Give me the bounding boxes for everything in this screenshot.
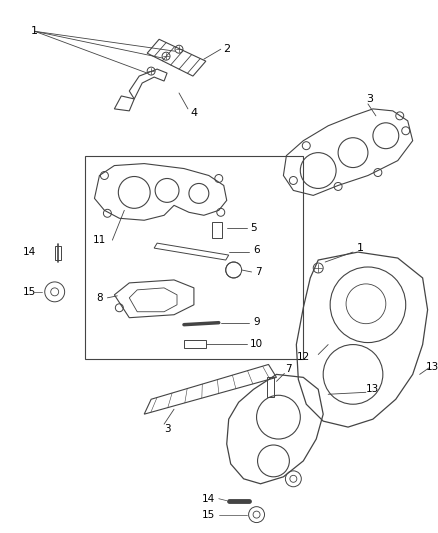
Text: 15: 15 [202,510,215,520]
Text: 5: 5 [250,223,256,233]
Text: 7: 7 [254,267,261,277]
Bar [55,246,60,260]
Text: 1: 1 [31,26,38,36]
Text: 15: 15 [23,287,36,297]
Text: 4: 4 [190,108,197,118]
Text: 3: 3 [163,424,170,434]
Text: 14: 14 [202,494,215,504]
Text: 11: 11 [92,235,106,245]
Text: 8: 8 [96,293,102,303]
Text: 1: 1 [356,243,363,253]
Bar [211,222,221,238]
Text: 2: 2 [223,44,230,54]
Text: 6: 6 [253,245,259,255]
Text: 14: 14 [23,247,36,257]
Text: 10: 10 [249,338,262,349]
Bar [184,340,205,348]
Bar [85,156,303,359]
Text: 9: 9 [253,317,259,327]
Bar [266,377,274,397]
Text: 7: 7 [284,365,291,374]
Text: 3: 3 [366,94,373,104]
Text: 13: 13 [425,362,438,373]
Text: 13: 13 [365,384,379,394]
Text: 12: 12 [296,352,309,362]
